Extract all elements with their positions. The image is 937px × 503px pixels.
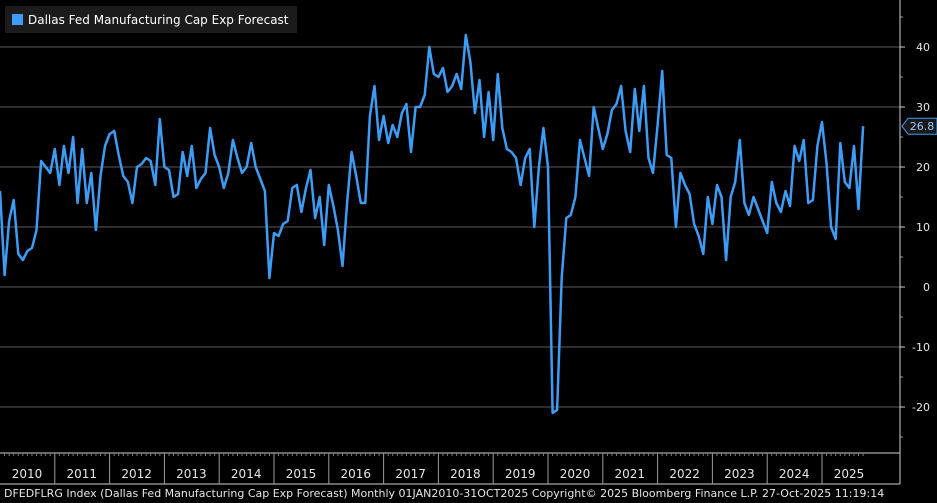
last-value-badge — [901, 117, 937, 135]
x-tick-label: 2010 — [12, 467, 43, 481]
x-tick-label: 2022 — [669, 467, 700, 481]
x-tick-label: 2017 — [395, 467, 426, 481]
x-axis: 2010 2011 2012 2013 2014 2015 2016 2017 2018 2019… — [0, 452, 900, 485]
x-tick-label: 2012 — [121, 467, 152, 481]
x-tick-label: 2019 — [505, 467, 536, 481]
x-tick-label: 2014 — [231, 467, 262, 481]
y-tick-label: 30 — [916, 101, 930, 114]
x-tick-label: 2011 — [67, 467, 98, 481]
x-tick-label: 2025 — [834, 467, 865, 481]
legend: Dallas Fed Manufacturing Cap Exp Forecas… — [5, 6, 297, 33]
last-value-label: 26.8 — [910, 120, 935, 133]
x-tick-label: 2023 — [724, 467, 755, 481]
gridlines — [0, 46, 900, 408]
legend-swatch — [12, 14, 23, 25]
y-axis: 40 30 20 10 0 -10 -20 — [899, 0, 930, 484]
x-tick-label: 2024 — [779, 467, 810, 481]
legend-label: Dallas Fed Manufacturing Cap Exp Forecas… — [28, 12, 289, 27]
x-tick-label: 2013 — [176, 467, 207, 481]
y-tick-label: 0 — [923, 281, 930, 294]
series-group — [0, 33, 865, 415]
footer-caption: DFEDFLRG Index (Dallas Fed Manufacturing… — [4, 487, 885, 500]
x-tick-label: 2020 — [560, 467, 591, 481]
last-value-tag: 26.8 — [901, 117, 937, 135]
x-tick-label: 2015 — [286, 467, 317, 481]
y-tick-label: -10 — [912, 341, 930, 354]
y-tick-label: 10 — [916, 221, 930, 234]
series-line — [0, 33, 865, 415]
y-tick-label: 20 — [916, 161, 930, 174]
x-tick-label: 2018 — [450, 467, 481, 481]
x-tick-label: 2016 — [341, 467, 372, 481]
y-tick-label: -20 — [912, 401, 930, 414]
x-tick-label: 2021 — [615, 467, 646, 481]
y-tick-label: 40 — [916, 41, 930, 54]
